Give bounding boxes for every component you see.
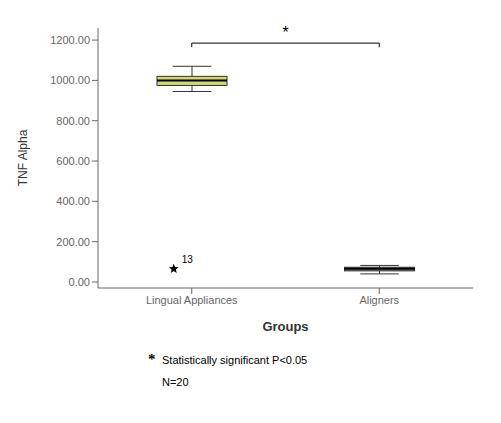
html-text:Statistically significant P<0.: Statistically significant P<0.05 bbox=[162, 354, 308, 366]
svg-text:200.00: 200.00 bbox=[56, 236, 90, 248]
svg-text:Groups: Groups bbox=[262, 319, 308, 334]
svg-text:13: 13 bbox=[182, 254, 194, 265]
svg-text:1000.00: 1000.00 bbox=[50, 74, 90, 86]
svg-text:800.00: 800.00 bbox=[56, 115, 90, 127]
svg-text:1200.00: 1200.00 bbox=[50, 34, 90, 46]
svg-text:400.00: 400.00 bbox=[56, 195, 90, 207]
svg-text:600.00: 600.00 bbox=[56, 155, 90, 167]
html-text:N=20: N=20 bbox=[162, 376, 189, 388]
svg-text:Aligners: Aligners bbox=[359, 294, 399, 306]
svg-text:Lingual Appliances: Lingual Appliances bbox=[146, 294, 238, 306]
svg-text:0.00: 0.00 bbox=[69, 276, 90, 288]
svg-text:*: * bbox=[282, 24, 288, 41]
svg-text:TNF Alpha: TNF Alpha bbox=[16, 129, 30, 186]
